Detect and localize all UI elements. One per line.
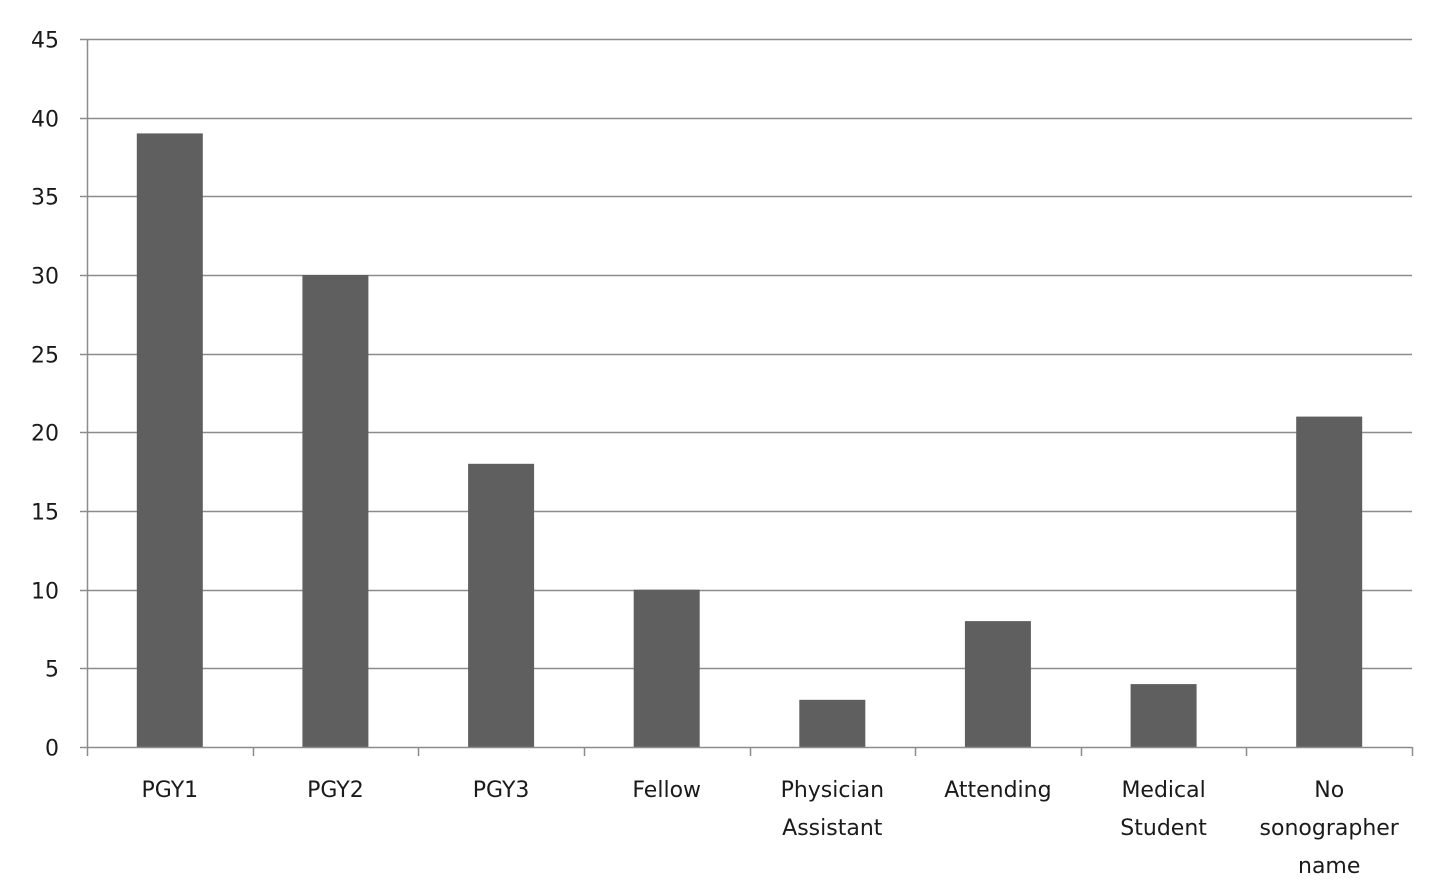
x-tick-label: Attending xyxy=(944,778,1051,803)
bar-physician-assistant xyxy=(799,699,866,747)
y-tick-label: 30 xyxy=(31,265,59,290)
y-tick-label: 10 xyxy=(31,580,59,605)
x-tick-label: Fellow xyxy=(632,778,701,803)
bar-medical-student xyxy=(1130,684,1197,747)
x-tick-label: sonographer xyxy=(1260,816,1400,841)
y-tick-label: 35 xyxy=(31,186,59,211)
axes xyxy=(80,38,1414,756)
y-tick-label: 5 xyxy=(45,658,59,683)
bar-pgy1 xyxy=(136,133,203,747)
x-tick-label: Medical xyxy=(1121,778,1205,803)
bar-no-sonographer-name xyxy=(1296,416,1363,747)
bar-fellow xyxy=(633,589,700,747)
y-tick-label: 40 xyxy=(31,108,59,133)
x-tick-label: Assistant xyxy=(782,816,883,841)
x-tick-label: name xyxy=(1298,854,1360,878)
x-tick-label: No xyxy=(1314,778,1344,803)
x-tick-label: Physician xyxy=(781,778,884,803)
y-tick-label: 20 xyxy=(31,422,59,447)
y-tick-label: 15 xyxy=(31,501,59,526)
bar-pgy2 xyxy=(302,275,369,747)
bars xyxy=(136,133,1363,747)
x-tick-labels: PGY1 PGY2 PGY3 Fellow Physician Assistant Atte… xyxy=(141,778,1400,879)
y-tick-label: 45 xyxy=(31,29,59,54)
y-tick-label: 0 xyxy=(45,737,59,762)
gridlines xyxy=(87,38,1412,670)
x-tick-label: PGY1 xyxy=(141,778,198,803)
y-tick-labels: 0 5 10 15 20 25 30 35 40 45 xyxy=(31,29,59,762)
bar-pgy3 xyxy=(468,463,535,747)
bar-attending xyxy=(964,621,1031,747)
x-tick-label: Student xyxy=(1120,816,1207,841)
x-tick-label: PGY2 xyxy=(307,778,364,803)
x-tick-label: PGY3 xyxy=(473,778,530,803)
y-tick-label: 25 xyxy=(31,344,59,369)
